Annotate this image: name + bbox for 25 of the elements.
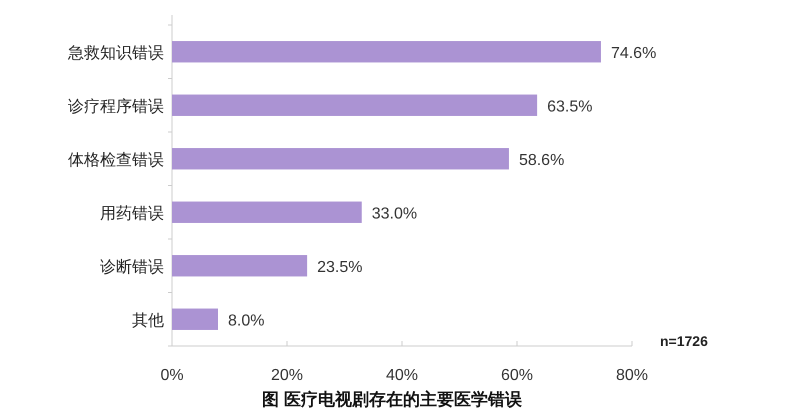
x-tick-label: 80% xyxy=(616,367,648,384)
text: n=1726 xyxy=(660,333,708,349)
bar xyxy=(172,41,601,62)
bar xyxy=(172,255,308,276)
data-label: 58.6% xyxy=(518,152,564,169)
y-tick-label: 其他 xyxy=(132,311,164,330)
text: 图 医疗电视剧存在的主要医学错误 xyxy=(262,390,523,409)
x-tick-label: 40% xyxy=(386,367,418,384)
y-tick-label: 体格检查错误 xyxy=(68,150,164,169)
x-tick-label: 0% xyxy=(160,367,184,384)
bar xyxy=(172,148,509,170)
y-tick-label: 用药错误 xyxy=(100,204,164,222)
data-label: 74.6% xyxy=(610,44,656,62)
y-tick-label: 急救知识错误 xyxy=(67,44,164,62)
data-label: 23.5% xyxy=(317,258,362,276)
bar xyxy=(172,94,538,116)
bar xyxy=(172,202,362,223)
y-tick-label: 诊疗程序错误 xyxy=(68,97,164,116)
x-tick-label: 20% xyxy=(270,367,304,384)
bar xyxy=(172,308,218,330)
data-label: 33.0% xyxy=(372,205,418,222)
y-tick-label: 诊断错误 xyxy=(100,258,164,276)
data-label: 63.5% xyxy=(547,98,592,116)
data-label: 8.0% xyxy=(228,312,264,330)
x-tick-label: 60% xyxy=(500,367,534,384)
